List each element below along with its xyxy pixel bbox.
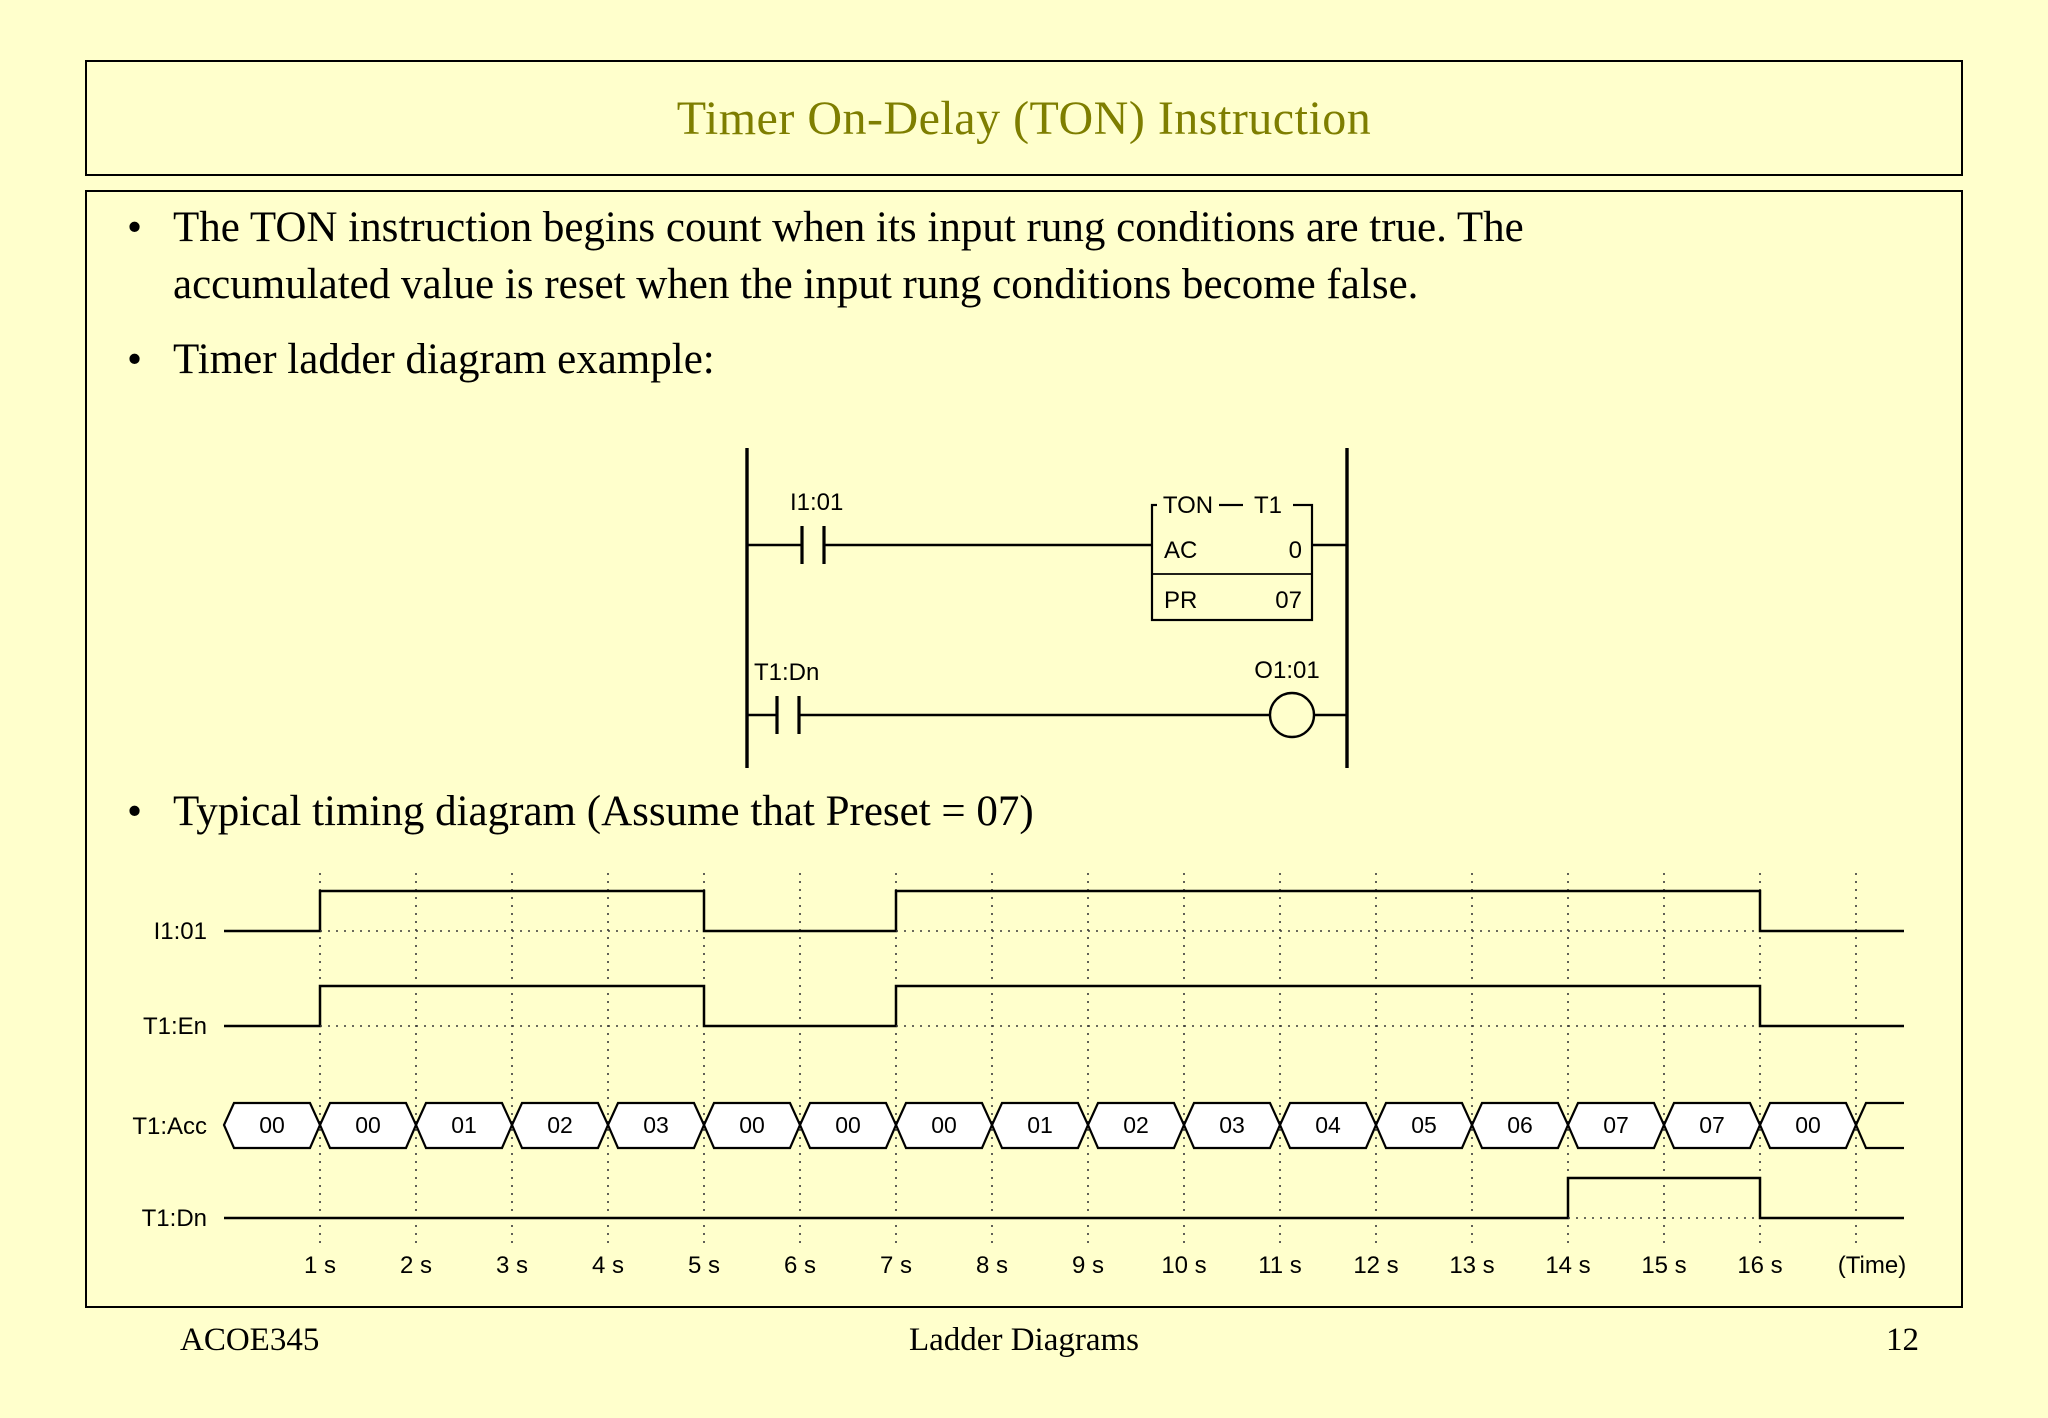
slide-footer: ACOE345 Ladder Diagrams 12: [85, 1322, 1963, 1372]
time-tick-label: 6 s: [784, 1252, 816, 1279]
signal-waveform: [224, 889, 1904, 933]
acc-open-tail: [1854, 1124, 1904, 1150]
slide-title: Timer On-Delay (TON) Instruction: [676, 91, 1372, 145]
time-tick-label: 2 s: [400, 1252, 432, 1279]
bullet-item-3: • Typical timing diagram (Assume that Pr…: [127, 784, 1827, 841]
bullet-marker: •: [127, 204, 143, 251]
time-tick-label: 15 s: [1641, 1252, 1686, 1279]
acc-cell-value: 00: [1795, 1112, 1821, 1138]
acc-cell-value: 06: [1507, 1112, 1533, 1138]
time-tick-label: 1 s: [304, 1252, 336, 1279]
footer-course: ACOE345: [180, 1322, 320, 1358]
acc-cell-value: 03: [1219, 1112, 1245, 1138]
signal-waveform: [224, 1176, 1904, 1220]
bullet-marker: •: [127, 788, 143, 835]
footer-center: Ladder Diagrams: [909, 1322, 1139, 1358]
signal-label: I1:01: [154, 918, 207, 945]
acc-cell-value: 00: [739, 1112, 765, 1138]
timer-type-label: TON: [1163, 492, 1213, 519]
acc-cell-value: 05: [1411, 1112, 1437, 1138]
bullet-item-1: • The TON instruction begins count when …: [127, 200, 1917, 314]
acc-cell-value: 07: [1699, 1112, 1725, 1138]
timer-name-label: T1: [1254, 492, 1282, 519]
timer-acc-value: 0: [1289, 537, 1302, 564]
acc-cell-value: 01: [451, 1112, 477, 1138]
signal-label: T1:Dn: [142, 1205, 207, 1232]
content-box: • The TON instruction begins count when …: [85, 190, 1963, 1308]
time-tick-label: 16 s: [1737, 1252, 1782, 1279]
time-tick-label: 12 s: [1353, 1252, 1398, 1279]
acc-cell-value: 00: [931, 1112, 957, 1138]
timing-diagram: I1:01 T1:En T1:Dn T1:Acc 00 00 01 02 03 00 00 00 01 0…: [132, 873, 1906, 1279]
acc-cell-value: 00: [355, 1112, 381, 1138]
time-tick-label: 14 s: [1545, 1252, 1590, 1279]
acc-cell-value: 00: [835, 1112, 861, 1138]
time-tick-label: 4 s: [592, 1252, 624, 1279]
acc-cell-value: 00: [259, 1112, 285, 1138]
timer-box: [1150, 503, 1314, 622]
acc-cell-value: 02: [1123, 1112, 1149, 1138]
time-axis-label: (Time): [1838, 1252, 1906, 1279]
time-tick-label: 7 s: [880, 1252, 912, 1279]
time-tick-label: 3 s: [496, 1252, 528, 1279]
label-mask: [1243, 490, 1293, 520]
acc-open-tail: [1854, 1101, 1904, 1126]
acc-cell-value: 07: [1603, 1112, 1629, 1138]
coil-label: O1:01: [1254, 657, 1319, 684]
bullet-1-line-1: The TON instruction begins count when it…: [173, 204, 1524, 251]
bullet-2-text: Timer ladder diagram example:: [173, 336, 715, 383]
bullet-item-2: • Timer ladder diagram example:: [127, 332, 1827, 389]
time-tick-label: 11 s: [1258, 1252, 1302, 1279]
bullet-1-text: The TON instruction begins count when it…: [173, 200, 1524, 314]
acc-cell-value: 02: [547, 1112, 573, 1138]
bullet-marker: •: [127, 336, 143, 383]
contact2-label: T1:Dn: [754, 659, 819, 686]
time-tick-label: 13 s: [1449, 1252, 1494, 1279]
acc-cell-value: 03: [643, 1112, 669, 1138]
signal-label: T1:Acc: [132, 1113, 207, 1140]
time-tick-label: 5 s: [688, 1252, 720, 1279]
bullet-1-line-2: accumulated value is reset when the inpu…: [173, 260, 1419, 308]
footer-page-number: 12: [1886, 1322, 1919, 1358]
timer-preset-label: PR: [1164, 587, 1197, 614]
output-coil: [1268, 691, 1316, 739]
timer-preset-value: 07: [1275, 587, 1302, 614]
time-tick-label: 8 s: [976, 1252, 1008, 1279]
acc-cell-value: 04: [1315, 1112, 1341, 1138]
ladder-diagram: I1:01 TON T1 AC 0 PR 07 T1:Dn O1:01: [745, 448, 1349, 768]
label-mask: [1157, 490, 1219, 520]
acc-cell-value: 01: [1027, 1112, 1053, 1138]
signal-label: T1:En: [143, 1013, 207, 1040]
title-box: Timer On-Delay (TON) Instruction: [85, 60, 1963, 176]
time-tick-label: 10 s: [1161, 1252, 1206, 1279]
time-tick-label: 9 s: [1072, 1252, 1104, 1279]
timer-acc-label: AC: [1164, 537, 1197, 564]
contact1-label: I1:01: [790, 489, 843, 516]
bullet-3-text: Typical timing diagram (Assume that Pres…: [173, 788, 1034, 835]
signal-waveform: [224, 984, 1904, 1028]
